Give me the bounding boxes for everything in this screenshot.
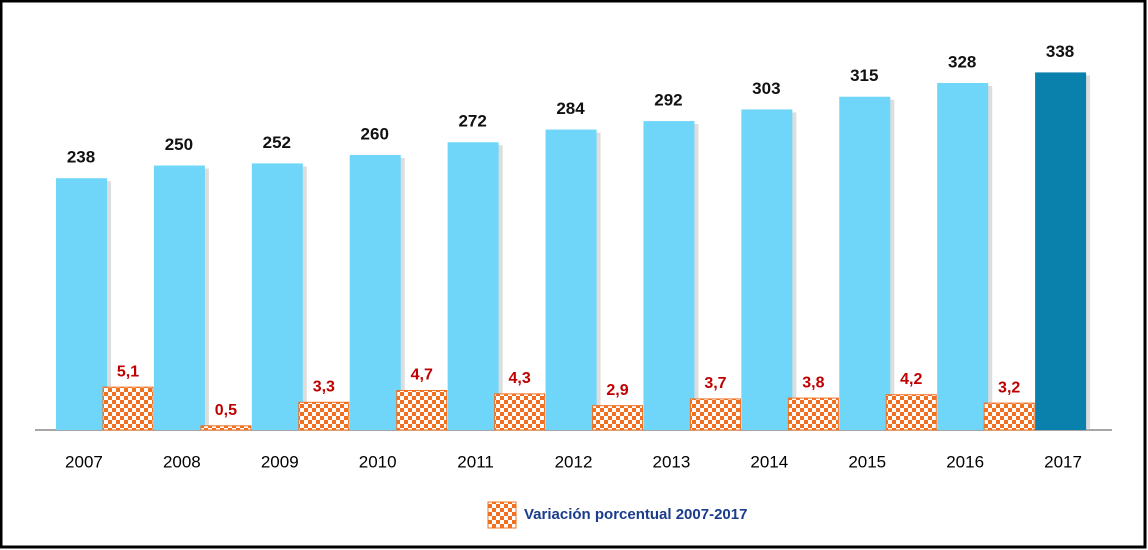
bar [741, 109, 793, 430]
x-tick-label: 2016 [946, 452, 984, 471]
bar [937, 82, 989, 430]
bar [494, 393, 546, 431]
data-label: 238 [67, 148, 95, 167]
data-label: 0,5 [215, 402, 237, 419]
bar [839, 96, 891, 430]
bar [298, 401, 350, 431]
data-label: 3,2 [998, 379, 1020, 396]
bar [643, 121, 695, 430]
bar [592, 405, 644, 431]
bar [396, 390, 448, 431]
data-label: 315 [850, 66, 878, 85]
data-label: 252 [263, 133, 291, 152]
legend-swatch [487, 501, 517, 529]
bar [983, 402, 1035, 431]
data-label: 328 [948, 52, 976, 71]
bar [251, 163, 303, 430]
x-tick-label: 2008 [163, 452, 201, 471]
data-label: 4,3 [509, 370, 531, 387]
data-label: 338 [1046, 42, 1074, 61]
bar [200, 425, 252, 431]
x-tick-label: 2014 [750, 452, 788, 471]
x-tick-label: 2015 [848, 452, 886, 471]
bar [102, 386, 154, 431]
data-label: 3,3 [313, 378, 335, 395]
data-label: 2,9 [606, 382, 628, 399]
bar [56, 178, 107, 430]
bar [153, 165, 205, 431]
x-tick-label: 2009 [261, 452, 299, 471]
x-tick-label: 2013 [652, 452, 690, 471]
x-tick-label: 2007 [65, 452, 103, 471]
bar [545, 129, 597, 430]
data-label: 292 [654, 91, 682, 110]
bar [689, 398, 741, 431]
x-tick-label: 2017 [1044, 452, 1082, 471]
x-tick-label: 2012 [555, 452, 593, 471]
x-tick-label: 2011 [457, 452, 494, 471]
data-label: 272 [458, 112, 486, 131]
bar [787, 397, 839, 431]
x-tick-label: 2010 [359, 452, 397, 471]
data-label: 5,1 [117, 363, 139, 380]
bar [1035, 72, 1087, 430]
data-label: 3,7 [704, 375, 726, 392]
data-label: 3,8 [802, 374, 824, 391]
data-label: 4,7 [411, 367, 433, 384]
data-label: 303 [752, 79, 780, 98]
bar [885, 394, 937, 431]
bar [447, 142, 499, 430]
data-label: 260 [361, 124, 389, 143]
data-label: 284 [556, 99, 585, 118]
legend-label: Variación porcentual 2007-2017 [524, 506, 747, 523]
bar [349, 154, 401, 431]
data-label: 250 [165, 135, 193, 154]
data-label: 4,2 [900, 371, 922, 388]
